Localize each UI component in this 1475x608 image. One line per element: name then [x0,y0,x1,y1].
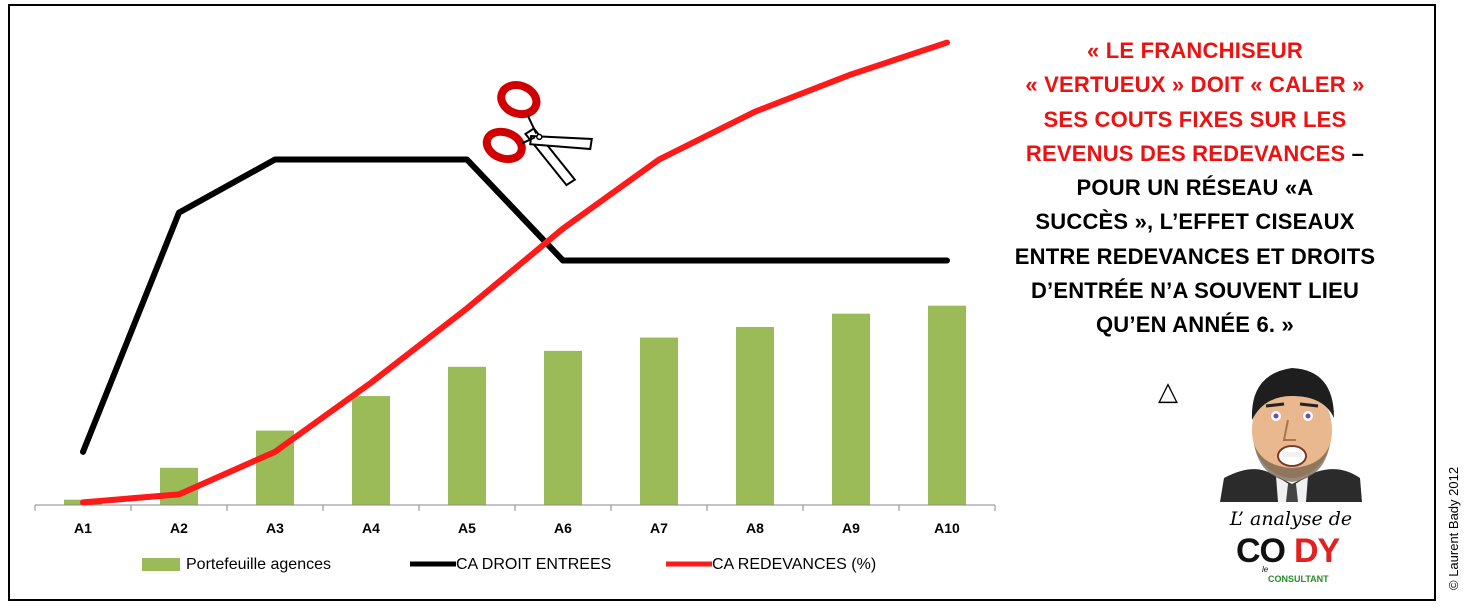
quote-text: « LE FRANCHISEUR « VERTUEUX » DOIT « CAL… [996,34,1394,343]
x-tick-label-a10: A10 [934,520,960,536]
bar-portefeuille-a4 [352,396,390,505]
copyright: © Laurent Bady 2012 [1446,466,1461,590]
legend: Portefeuille agences CA DROIT ENTREES CA… [142,556,876,573]
scissors-icon [482,81,593,187]
legend-label-droit: CA DROIT ENTREES [456,556,611,573]
x-tick-label-a2: A2 [170,520,188,536]
quote-line-5: POUR UN RÉSEAU «A [1076,175,1314,201]
line-ca-droit-entrees [80,156,950,455]
tagline: L’ analyse de [1229,508,1353,530]
logo-co: CO [1236,532,1286,570]
quote-line-1: « LE FRANCHISEUR [1087,38,1303,63]
quote-dash: – [1345,140,1365,166]
legend-label-portefeuille: Portefeuille agences [186,556,331,573]
logo-dy: DY [1294,532,1340,570]
line-ca-redevances [80,39,950,506]
x-tick-label-a9: A9 [842,520,860,536]
slide-frame [8,4,1436,601]
quote-line-2: « VERTUEUX » DOIT « CALER » [1025,72,1365,98]
legend-swatch-portefeuille [142,558,180,571]
quote-line-3: SES COUTS FIXES SUR LES [1043,106,1347,132]
consultant-portrait [1220,360,1362,502]
bar-portefeuille-a9 [832,313,870,505]
cody-logo: CO DY le CONSULTANT [1236,532,1376,588]
quote-line-4: REVENUS DES REDEVANCES – [996,137,1394,171]
x-tick-label-a5: A5 [458,520,476,536]
logo-le: le [1262,565,1269,574]
bar-portefeuille-a6 [544,350,582,505]
x-tick-label-a6: A6 [554,520,572,536]
logo-consultant: CONSULTANT [1268,574,1329,584]
legend-label-redevances: CA REDEVANCES (%) [712,556,876,573]
triangle-icon: △ [1158,377,1178,407]
x-tick-label-a4: A4 [362,520,380,536]
x-tick-label-a8: A8 [746,520,764,536]
bar-portefeuille-a5 [448,366,486,505]
x-tick-label-a7: A7 [650,520,668,536]
quote-line-8: D’ENTRÉE N’A SOUVENT LIEU [1030,278,1360,304]
x-tick-label-a1: A1 [74,520,92,536]
bar-portefeuille-a8 [736,326,774,505]
quote-line-9: QU’EN ANNÉE 6. » [1096,312,1294,338]
bar-portefeuille-a7 [640,337,678,505]
bar-portefeuille-a10 [928,305,966,505]
quote-line-6: SUCCÈS », L’EFFET CISEAUX [1035,209,1355,235]
quote-line-4-red: REVENUS DES REDEVANCES [1025,140,1346,166]
x-tick-label-a3: A3 [266,520,284,536]
quote-line-7: ENTRE REDEVANCES ET DROITS [1014,243,1376,269]
